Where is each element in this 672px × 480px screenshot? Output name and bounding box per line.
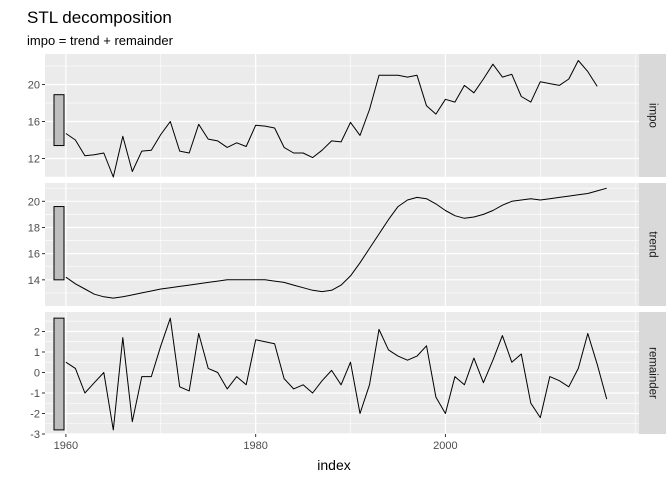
facet-strip bbox=[639, 183, 666, 306]
facet-label-impo: impo bbox=[647, 103, 659, 128]
y-tick-label: 20 bbox=[28, 196, 40, 208]
y-tick-label: 0 bbox=[34, 367, 40, 379]
y-tick-label: 2 bbox=[34, 326, 40, 338]
y-tick-label: 1 bbox=[34, 347, 40, 359]
x-axis-title: index bbox=[317, 457, 350, 473]
y-tick-label: 12 bbox=[28, 154, 40, 166]
x-tick-label: 1960 bbox=[54, 440, 78, 452]
panel-background bbox=[45, 54, 639, 177]
x-tick-label: 1980 bbox=[243, 440, 267, 452]
y-tick-label: -2 bbox=[30, 408, 40, 420]
panel-impo: 12 16 20 impo bbox=[28, 54, 666, 178]
facet-label-trend: trend bbox=[647, 231, 659, 257]
y-tick-label: -1 bbox=[30, 388, 40, 400]
panel-trend: 14 16 18 20 trend bbox=[28, 183, 666, 306]
scale-bar bbox=[53, 206, 65, 281]
facet-strip bbox=[639, 54, 666, 177]
x-tick-label: 2000 bbox=[433, 440, 457, 452]
panels-group: 121620impo14161820trend-3-2-1012remainde… bbox=[28, 54, 666, 441]
scale-bar bbox=[53, 94, 65, 147]
series-line-impo bbox=[65, 60, 598, 178]
chart-subtitle: impo = trend + remainder bbox=[27, 33, 174, 48]
facet-label-remainder: remainder bbox=[647, 347, 659, 399]
x-axis: 1960 1980 2000 bbox=[54, 434, 458, 452]
y-tick-label: -3 bbox=[30, 429, 40, 441]
y-tick-label: 16 bbox=[28, 249, 40, 261]
y-tick-label: 20 bbox=[28, 80, 40, 92]
panel-remainder: -3 -2 -1 0 1 2 remainder bbox=[30, 312, 666, 441]
chart-title: STL decomposition bbox=[27, 8, 172, 27]
series-line-remainder bbox=[65, 317, 608, 431]
y-tick-label: 14 bbox=[28, 275, 40, 287]
series-line-trend bbox=[65, 187, 607, 299]
panel-background bbox=[45, 183, 639, 306]
scale-bar bbox=[53, 317, 65, 431]
y-tick-label: 16 bbox=[28, 117, 40, 129]
y-tick-label: 18 bbox=[28, 222, 40, 234]
facet-strip bbox=[639, 312, 666, 434]
